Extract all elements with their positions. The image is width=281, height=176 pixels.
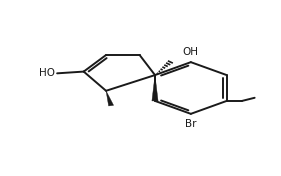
- Text: HO: HO: [39, 68, 55, 78]
- Text: OH: OH: [183, 47, 199, 57]
- Text: Br: Br: [185, 119, 197, 129]
- Polygon shape: [106, 91, 114, 106]
- Polygon shape: [152, 75, 158, 101]
